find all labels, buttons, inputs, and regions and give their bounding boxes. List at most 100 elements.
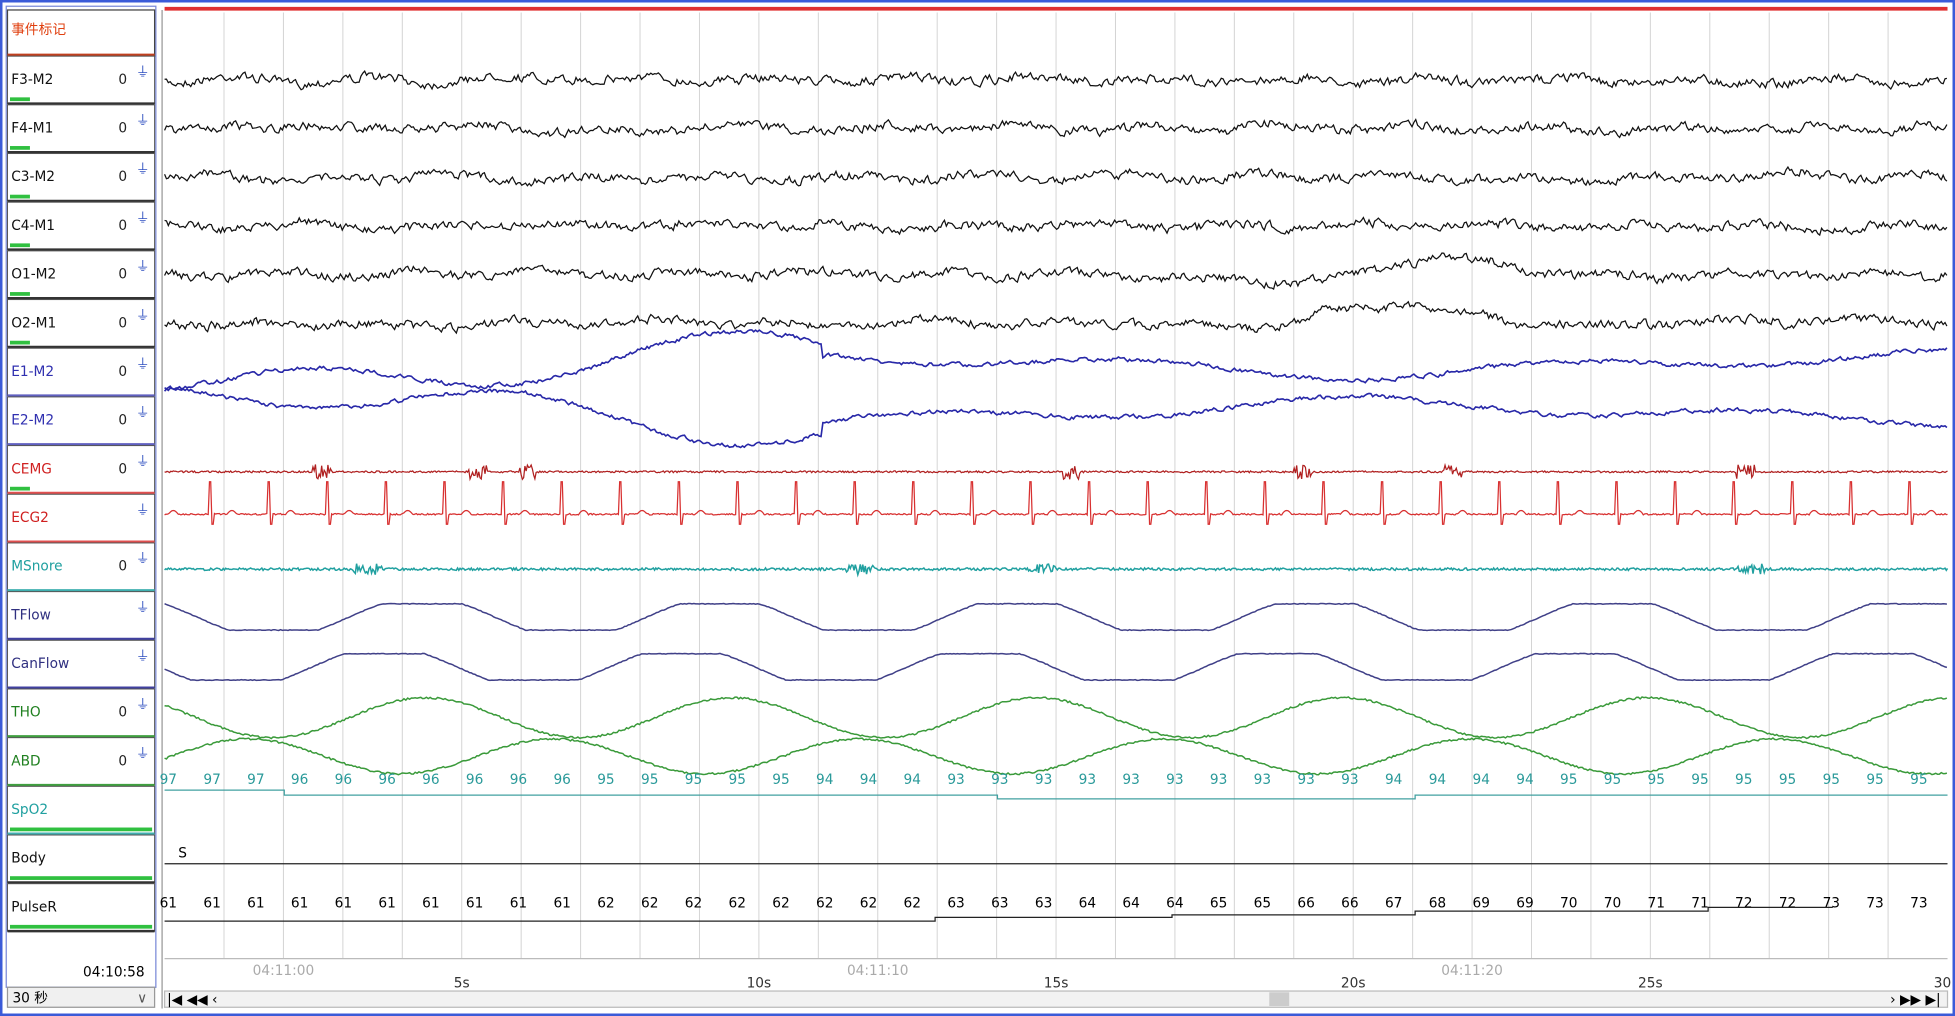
channel-cell [6, 785, 156, 835]
channel-value: 0 [118, 315, 127, 331]
spo2-value: 97 [247, 772, 264, 788]
pulse-value: 61 [291, 896, 308, 912]
spo2-value: 93 [1254, 772, 1271, 788]
spo2-value: 95 [1648, 772, 1665, 788]
channel-value: 0 [118, 72, 127, 88]
eog-trace [164, 385, 1948, 449]
eeg-trace [164, 252, 1948, 291]
pulse-value: 62 [641, 896, 658, 912]
signal-level [9, 194, 30, 199]
pulse-value: 73 [1910, 896, 1927, 912]
event-cell [6, 9, 156, 57]
spo2-value: 96 [553, 772, 570, 788]
pulse-value: 70 [1604, 896, 1621, 912]
spo2-value: 93 [1341, 772, 1358, 788]
scrollbar[interactable] [163, 990, 1949, 1008]
clock-label: 04:11:00 [253, 963, 315, 979]
signal-level [9, 97, 30, 102]
pulse-value: 62 [904, 896, 921, 912]
pulse-value: 62 [685, 896, 702, 912]
pulse-value: 63 [1035, 896, 1052, 912]
channel-value: 0 [118, 461, 127, 477]
spo2-value: 96 [422, 772, 439, 788]
pulse-value: 61 [335, 896, 352, 912]
signal-level [9, 876, 153, 880]
scroll-thumb[interactable] [1269, 992, 1290, 1007]
eeg-trace [164, 216, 1948, 237]
pulse-value: 69 [1472, 896, 1489, 912]
spo2-value: 95 [641, 772, 658, 788]
channel-label: CEMG [11, 461, 52, 477]
channel-icon: ⏚ [136, 697, 150, 713]
channel-label: ABD [11, 753, 40, 769]
channel-cell [6, 834, 156, 883]
spo2-value: 95 [772, 772, 789, 788]
pulse-value: 62 [729, 896, 746, 912]
channel-cell [6, 591, 156, 640]
start-time: 04:10:58 [83, 964, 145, 980]
pulse-value: 67 [1385, 896, 1402, 912]
channel-cell [6, 883, 156, 932]
epoch-select[interactable] [6, 986, 156, 1008]
spo2-value: 95 [1691, 772, 1708, 788]
spo2-value: 96 [510, 772, 527, 788]
tho-trace [164, 696, 1948, 740]
channel-label: Body [11, 851, 46, 867]
pulse-value: 64 [1166, 896, 1183, 912]
pulse-value: 62 [860, 896, 877, 912]
eeg-trace [164, 300, 1948, 335]
nav-first[interactable]: |◀ ◀◀ ‹ [167, 992, 217, 1008]
spo2-value: 93 [1166, 772, 1183, 788]
channel-cell [6, 639, 156, 689]
signal-level [9, 340, 30, 345]
channel-cell [6, 396, 156, 445]
second-label: 30 [1934, 976, 1951, 992]
spo2-value: 93 [991, 772, 1008, 788]
pulse-value: 61 [203, 896, 220, 912]
channel-icon: ⏚ [136, 308, 150, 324]
channel-cell [6, 445, 156, 494]
channel-label: C4-M1 [11, 218, 55, 234]
spo2-value: 95 [1604, 772, 1621, 788]
spo2-value: 94 [1385, 772, 1402, 788]
spo2-value: 95 [729, 772, 746, 788]
signal-level [9, 243, 30, 248]
channel-icon: ⏚ [136, 113, 150, 129]
spo2-value: 95 [1866, 772, 1883, 788]
channel-label: E2-M2 [11, 413, 54, 429]
channel-icon: ⏚ [136, 259, 150, 275]
epoch-select-label: 30 秒 [12, 991, 48, 1007]
event-label: 事件标记 [11, 22, 66, 38]
pulse-value: 62 [772, 896, 789, 912]
channel-label: TFlow [10, 607, 51, 623]
spo2-value: 95 [1823, 772, 1840, 788]
channel-value: 0 [118, 364, 127, 380]
pulse-value: 61 [160, 896, 177, 912]
channel-value: 0 [118, 413, 127, 429]
pulse-value: 68 [1429, 896, 1446, 912]
spo2-value: 96 [378, 772, 395, 788]
channel-label: MSnore [11, 559, 62, 575]
pulse-value: 72 [1779, 896, 1796, 912]
pulse-value: 64 [1079, 896, 1096, 912]
spo2-value: 94 [1429, 772, 1446, 788]
pulse-value: 63 [947, 896, 964, 912]
pulse-value: 65 [1210, 896, 1227, 912]
spo2-value: 97 [203, 772, 220, 788]
pulse-value: 61 [466, 896, 483, 912]
second-label: 25s [1638, 976, 1663, 992]
channel-label: PulseR [11, 899, 57, 915]
channel-label: THO [10, 705, 41, 721]
channel-icon: ⏚ [136, 502, 150, 518]
nav-last[interactable]: › ▶▶ ▶| [1890, 992, 1940, 1008]
pulse-value: 66 [1341, 896, 1358, 912]
spo2-value: 95 [685, 772, 702, 788]
channel-icon: ⏚ [136, 356, 150, 372]
eog-trace [163, 329, 1948, 392]
channel-label: F4-M1 [11, 121, 53, 137]
spo2-value: 94 [1516, 772, 1533, 788]
channel-cell [6, 347, 156, 397]
ecg-trace [164, 481, 1948, 525]
